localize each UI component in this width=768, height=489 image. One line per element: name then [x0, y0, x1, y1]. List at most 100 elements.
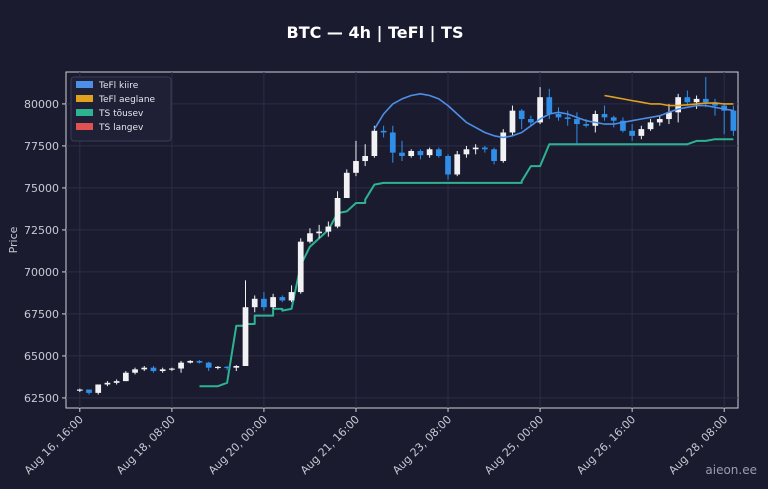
candle: [426, 147, 433, 158]
candle-body: [205, 362, 212, 368]
candle: [528, 115, 534, 126]
candle: [104, 381, 111, 387]
candle-body: [408, 150, 415, 156]
legend-swatch: [76, 95, 93, 102]
candle-body: [104, 382, 111, 385]
candle: [86, 389, 92, 395]
candle-body: [537, 97, 543, 123]
candle: [122, 371, 129, 382]
candle: [656, 115, 663, 126]
candle-body: [86, 389, 92, 393]
candle-body: [362, 156, 369, 162]
ts-rising-line: [199, 138, 734, 388]
candle-body: [500, 132, 507, 162]
chart-title: BTC — 4h | TeFl | TS: [287, 23, 464, 43]
candle: [537, 87, 543, 125]
candle: [666, 103, 672, 125]
candle-body: [261, 298, 267, 308]
tefl-fast-line: [373, 93, 734, 139]
candle: [592, 110, 599, 133]
candle-body: [196, 360, 203, 363]
candle: [684, 90, 691, 106]
candle-body: [647, 122, 654, 130]
candle-body: [610, 117, 617, 121]
trailing-stop-layer: [199, 138, 734, 388]
candle-body: [712, 102, 718, 106]
candle-body: [399, 152, 405, 156]
candle: [242, 280, 249, 366]
candle-body: [472, 147, 479, 150]
candle-body: [353, 161, 359, 173]
candle-body: [702, 98, 709, 103]
candles: [76, 77, 737, 395]
candle: [564, 110, 571, 126]
candle-body: [178, 362, 184, 369]
candle: [159, 367, 166, 373]
candle: [445, 154, 451, 180]
candle: [481, 145, 488, 153]
candle-body: [297, 241, 304, 293]
legend: TeFl kiire TeFl aeglane TS tõusev TS langev: [70, 76, 172, 142]
candle-body: [426, 149, 433, 156]
legend-label: TeFl aeglane: [98, 95, 156, 105]
candle-body: [270, 297, 276, 308]
candle: [555, 107, 562, 121]
candle-body: [233, 366, 240, 368]
candle: [297, 238, 304, 294]
candle-body: [684, 97, 691, 103]
candle-body: [675, 97, 682, 113]
candle: [647, 119, 654, 131]
candle-body: [555, 114, 562, 118]
candle-body: [528, 119, 534, 123]
candle: [463, 145, 470, 158]
candle: [380, 125, 387, 138]
candle-body: [445, 156, 451, 175]
candle-body: [343, 172, 350, 198]
candle: [454, 150, 461, 177]
legend-label: TeFl kiire: [98, 81, 139, 91]
candle: [76, 388, 83, 393]
candle-body: [316, 231, 323, 234]
indicator-lines: [373, 93, 734, 139]
candle-body: [620, 120, 626, 131]
candle-body: [141, 367, 148, 370]
candle: [279, 295, 286, 303]
candle: [132, 367, 138, 375]
candle-body: [169, 368, 175, 370]
candle-body: [730, 110, 737, 131]
candle: [472, 144, 479, 155]
candle: [169, 367, 175, 372]
candle: [196, 360, 203, 364]
y-tick-label: 62500: [24, 392, 59, 405]
candle-body: [251, 298, 258, 308]
candle: [178, 360, 184, 373]
candle: [371, 125, 378, 158]
candle-body: [592, 114, 599, 126]
candle-body: [122, 372, 129, 382]
candle-body: [95, 384, 102, 393]
candle-body: [380, 130, 387, 133]
candle-body: [150, 367, 157, 372]
candle-body: [76, 389, 83, 391]
candle: [491, 147, 497, 165]
candle-body: [224, 366, 230, 369]
y-ticks: 62500 65000 67500 70000 72500 75000 77500 80000: [24, 98, 66, 405]
candle: [509, 105, 516, 136]
y-tick-label: 67500: [24, 308, 59, 321]
candle: [702, 77, 709, 108]
candle-body: [546, 97, 553, 114]
candle: [288, 285, 295, 303]
candle: [215, 366, 221, 370]
candle-body: [132, 369, 138, 373]
candle: [353, 140, 359, 177]
candle: [316, 224, 323, 239]
candle: [620, 117, 626, 133]
candle-body: [242, 307, 249, 366]
candle-body: [583, 124, 589, 126]
candle-body: [518, 110, 525, 120]
candle: [307, 228, 313, 244]
candle-body: [491, 149, 497, 162]
candle-body: [325, 226, 332, 232]
y-axis-label: Price: [7, 226, 20, 253]
